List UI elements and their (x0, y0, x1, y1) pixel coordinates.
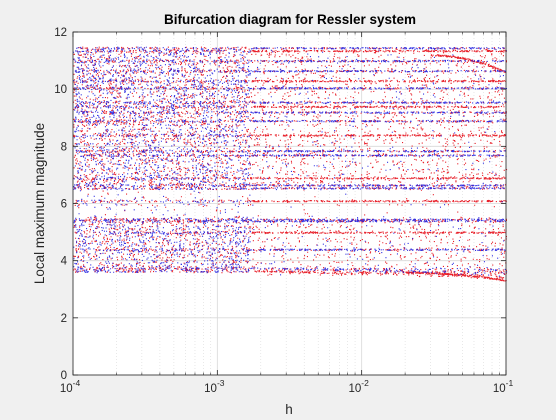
x-tick-label: 10-4 (60, 378, 81, 395)
x-tick-label: 10-2 (348, 378, 369, 395)
y-tick-label: 4 (61, 256, 68, 268)
series-blue-points (73, 46, 508, 277)
x-tick-label: 10-1 (493, 378, 514, 395)
y-tick-label: 10 (54, 84, 67, 96)
series-red-points (73, 46, 508, 282)
x-tick-label: 10-3 (204, 378, 225, 395)
y-tick-label: 8 (61, 141, 67, 153)
scatter-points (73, 46, 508, 282)
y-axis-label: Local maximum magnitude (32, 123, 47, 284)
x-axis-label: h (285, 402, 293, 417)
y-tick-label: 6 (61, 199, 67, 211)
axis-ticks (72, 31, 507, 376)
y-tick-label: 2 (61, 313, 67, 325)
tick-labels: 10-4 10-3 10-2 10-1 0 2 4 6 8 10 12 (54, 27, 513, 395)
y-tick-label: 12 (54, 27, 67, 39)
chart-title: Bifurcation diagram for Ressler system (164, 12, 416, 27)
y-tick-label: 0 (61, 370, 67, 382)
